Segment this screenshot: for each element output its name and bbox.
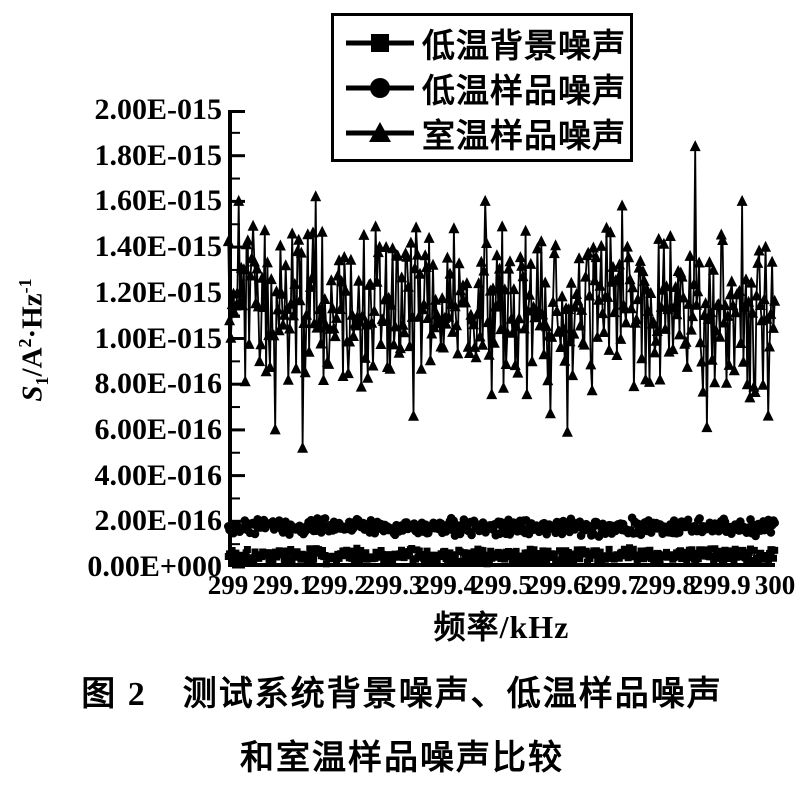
series-markers-circle <box>224 513 780 541</box>
x-axis-title: 频率/kHz <box>433 609 570 645</box>
y-major-tick <box>232 110 245 113</box>
y-major-tick <box>232 337 245 340</box>
y-minor-tick <box>232 360 240 363</box>
series-markers-square <box>224 544 779 568</box>
x-tick-label: 299.1 <box>252 570 314 600</box>
x-tick-label: 299.5 <box>471 570 532 600</box>
y-minor-tick <box>232 543 240 546</box>
y-major-tick <box>232 245 245 249</box>
y-tick-label: 1.60E-015 <box>94 184 223 218</box>
x-tick-label: 299 <box>207 570 249 600</box>
y-minor-tick <box>232 177 240 180</box>
x-tick-label: 300 <box>754 570 796 600</box>
x-tick-label: 299.2 <box>307 570 368 600</box>
legend-label: 室温样品噪声 <box>422 118 626 155</box>
y-major-tick <box>232 519 245 523</box>
y-major-tick <box>232 291 245 295</box>
y-tick-label: 2.00E-016 <box>94 504 223 538</box>
x-tick-label: 299.6 <box>525 570 587 600</box>
y-minor-tick <box>232 223 240 226</box>
y-major-tick <box>232 428 245 432</box>
legend-item-room-sample-noise: 室温样品噪声 <box>344 111 630 155</box>
y-axis-title: S1/A2·Hz-1 <box>14 278 53 402</box>
x-axis-line <box>228 563 775 567</box>
y-minor-tick <box>232 131 240 134</box>
legend-label: 低温背景噪声 <box>422 28 626 65</box>
y-axis-line <box>228 110 232 567</box>
y-minor-tick <box>232 497 240 500</box>
y-minor-tick <box>232 406 240 409</box>
y-major-tick <box>232 154 245 158</box>
y-minor-tick <box>232 451 240 454</box>
y-major-tick <box>232 382 245 386</box>
y-axis-symbol: S <box>16 385 49 402</box>
x-tick-label: 299.7 <box>580 570 642 600</box>
figure-caption-line2: 和室温样品噪声比较 <box>240 740 564 777</box>
y-tick-label: 1.00E-015 <box>94 321 223 355</box>
y-tick-label: 2.00E-015 <box>94 93 223 126</box>
y-minor-tick <box>232 268 240 271</box>
y-tick-label: 6.00E-016 <box>94 412 223 446</box>
chart-canvas <box>222 110 781 569</box>
plot-area <box>222 110 781 569</box>
series-markers-triangle <box>222 140 781 453</box>
y-minor-tick <box>232 314 240 317</box>
legend: 低温背景噪声 低温样品噪声 室温样品噪声 <box>331 13 633 162</box>
y-tick-label: 1.40E-015 <box>94 230 223 264</box>
x-tick-label: 299.8 <box>635 570 696 600</box>
legend-item-background-noise: 低温背景噪声 <box>344 21 630 65</box>
series-line-triangle <box>227 146 776 449</box>
y-tick-label: 0.00E+000 <box>87 550 222 583</box>
y-major-tick <box>232 474 245 478</box>
legend-label: 低温样品噪声 <box>422 73 626 110</box>
legend-item-cold-sample-noise: 低温样品噪声 <box>344 66 630 110</box>
y-tick-label: 8.00E-016 <box>94 367 223 401</box>
legend-triangle-marker-icon <box>344 121 422 145</box>
x-tick-label: 299.3 <box>361 570 423 600</box>
y-tick-label: 1.80E-015 <box>94 138 223 172</box>
x-tick-label: 299.4 <box>416 570 478 600</box>
y-tick-label: 1.20E-015 <box>94 275 223 309</box>
x-tick-label: 299.9 <box>689 570 751 600</box>
legend-square-marker-icon <box>344 31 422 55</box>
y-major-tick <box>232 199 245 203</box>
figure-caption-line1: 图 2 测试系统背景噪声、低温样品噪声 <box>81 676 723 713</box>
legend-circle-marker-icon <box>344 76 422 100</box>
y-major-tick <box>232 565 245 569</box>
y-tick-label: 4.00E-016 <box>94 458 223 492</box>
